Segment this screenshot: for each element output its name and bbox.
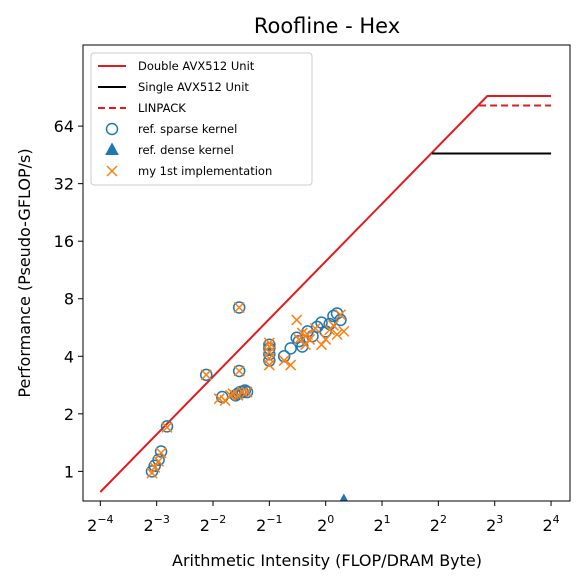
y-axis-ticks: 1 2 4 8 16 32 64 bbox=[54, 117, 83, 481]
legend: Double AVX512 Unit Single AVX512 Unit LINP… bbox=[91, 53, 312, 185]
x-tick-label: 2−4 bbox=[87, 513, 113, 535]
x-tick-label: 20 bbox=[317, 513, 334, 535]
x-tick-label: 2−1 bbox=[256, 513, 282, 535]
y-tick-label: 16 bbox=[54, 232, 74, 251]
y-tick-label: 1 bbox=[64, 462, 74, 481]
y-tick-label: 32 bbox=[54, 175, 74, 194]
y-tick-label: 2 bbox=[64, 405, 74, 424]
legend-label: Single AVX512 Unit bbox=[138, 80, 249, 94]
y-axis-label: Performance (Pseudo-GFLOP/s) bbox=[15, 148, 34, 397]
x-tick-label: 2−2 bbox=[200, 513, 226, 535]
legend-label: ref. dense kernel bbox=[138, 143, 234, 157]
x-tick-label: 22 bbox=[430, 513, 447, 535]
x-tick-label: 24 bbox=[542, 513, 559, 535]
legend-label: ref. sparse kernel bbox=[138, 122, 237, 136]
legend-label: Double AVX512 Unit bbox=[138, 59, 255, 73]
x-tick-label: 2−3 bbox=[143, 513, 169, 535]
legend-label: LINPACK bbox=[138, 101, 186, 115]
x-tick-label: 21 bbox=[373, 513, 390, 535]
chart-title: Roofline - Hex bbox=[254, 14, 400, 38]
x-axis-label: Arithmetic Intensity (FLOP/DRAM Byte) bbox=[172, 551, 482, 570]
legend-label: my 1st implementation bbox=[138, 164, 272, 178]
y-tick-label: 4 bbox=[64, 347, 74, 366]
y-tick-label: 64 bbox=[54, 117, 74, 136]
y-tick-label: 8 bbox=[64, 290, 74, 309]
x-axis-ticks: 2−4 2−3 2−2 2−1 20 21 22 23 24 bbox=[87, 501, 560, 535]
x-tick-label: 23 bbox=[486, 513, 503, 535]
